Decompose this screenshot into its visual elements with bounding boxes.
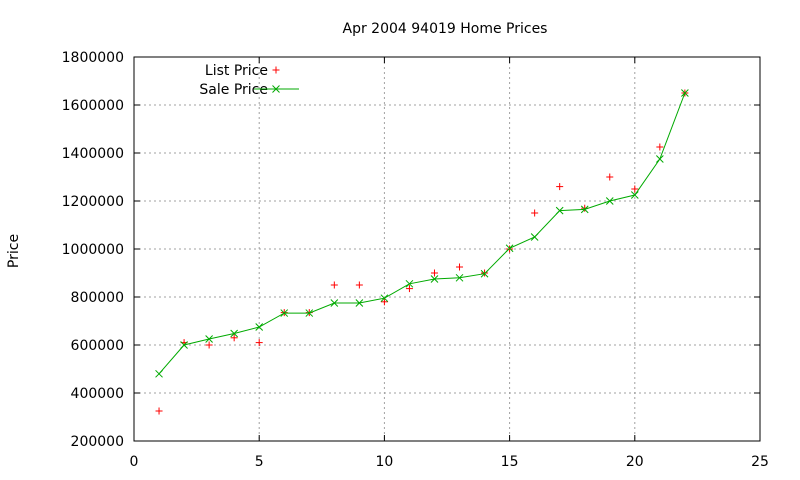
list-price-point <box>531 209 539 217</box>
sale-price-line <box>158 92 686 375</box>
list-price-series <box>155 89 689 415</box>
sale-price-point <box>330 299 339 307</box>
sale-price-point <box>430 275 439 283</box>
x-tick-labels: 0 5 10 15 20 25 <box>130 454 769 470</box>
axis-ticks <box>133 56 761 442</box>
sale-price-point <box>630 191 639 199</box>
legend-entry: List Price <box>205 63 280 79</box>
legend-label: Sale Price <box>199 82 268 98</box>
sale-price-point <box>280 309 289 317</box>
list-price-point <box>506 245 514 253</box>
list-price-point <box>380 298 388 306</box>
sale-price-point <box>380 294 389 303</box>
legend-label: List Price <box>205 63 268 79</box>
sale-price-point <box>255 323 264 331</box>
series-layer <box>155 89 689 415</box>
legend-marker <box>272 66 280 74</box>
list-price-point <box>456 263 464 271</box>
y-tick-label: 1200000 <box>62 194 124 210</box>
list-price-point <box>330 281 338 289</box>
legend-marker <box>272 85 280 93</box>
list-price-point <box>556 183 564 191</box>
grid <box>134 57 760 441</box>
y-axis-label: Price <box>6 234 22 268</box>
list-price-point <box>430 269 438 277</box>
legend-entry: Sale Price <box>199 82 299 98</box>
sale-price-point <box>480 269 489 278</box>
x-tick-label: 10 <box>375 454 393 470</box>
y-tick-label: 1400000 <box>62 146 124 162</box>
x-tick-label: 25 <box>751 454 769 470</box>
y-tick-label: 1600000 <box>62 98 124 114</box>
list-price-point <box>205 341 213 349</box>
y-tick-label: 1800000 <box>62 50 124 66</box>
y-tick-label: 800000 <box>71 290 124 306</box>
legend: List Price Sale Price <box>199 63 299 98</box>
list-price-point <box>405 285 413 293</box>
plot-area-border <box>133 56 761 442</box>
sale-price-point <box>580 205 589 214</box>
list-price-point <box>656 143 664 151</box>
sale-price-point <box>230 329 239 338</box>
list-price-point <box>155 407 163 415</box>
sale-price-point <box>681 89 689 97</box>
sale-price-point <box>605 197 614 205</box>
chart-title: Apr 2004 94019 Home Prices <box>343 21 548 37</box>
sale-price-point <box>555 206 564 215</box>
sale-price-series <box>155 89 689 378</box>
y-tick-label: 400000 <box>71 386 124 402</box>
sale-price-point <box>455 273 464 282</box>
legend-swatch <box>272 66 280 74</box>
y-tick-labels: 200000 400000 600000 800000 1000000 1200000 14… <box>62 50 124 450</box>
list-price-point <box>255 339 263 347</box>
x-tick-label: 0 <box>130 454 139 470</box>
sale-price-point <box>180 341 188 349</box>
sale-price-point <box>205 335 213 343</box>
list-price-point <box>355 281 363 289</box>
y-tick-label: 200000 <box>71 434 124 450</box>
sale-price-point <box>355 299 364 307</box>
y-tick-label: 600000 <box>71 338 124 354</box>
sale-price-point <box>530 233 539 241</box>
sale-price-point <box>655 155 664 163</box>
sale-price-point <box>505 244 514 253</box>
y-tick-label: 1000000 <box>62 242 124 258</box>
list-price-point <box>481 269 489 277</box>
list-price-point <box>631 185 639 193</box>
x-tick-label: 20 <box>626 454 644 470</box>
sale-price-point <box>305 309 314 317</box>
x-tick-label: 5 <box>255 454 264 470</box>
sale-price-point <box>155 369 163 378</box>
sale-price-point <box>405 279 414 288</box>
legend-swatch <box>254 85 299 93</box>
x-tick-label: 15 <box>501 454 519 470</box>
list-price-point <box>230 334 238 342</box>
list-price-point <box>606 173 614 181</box>
